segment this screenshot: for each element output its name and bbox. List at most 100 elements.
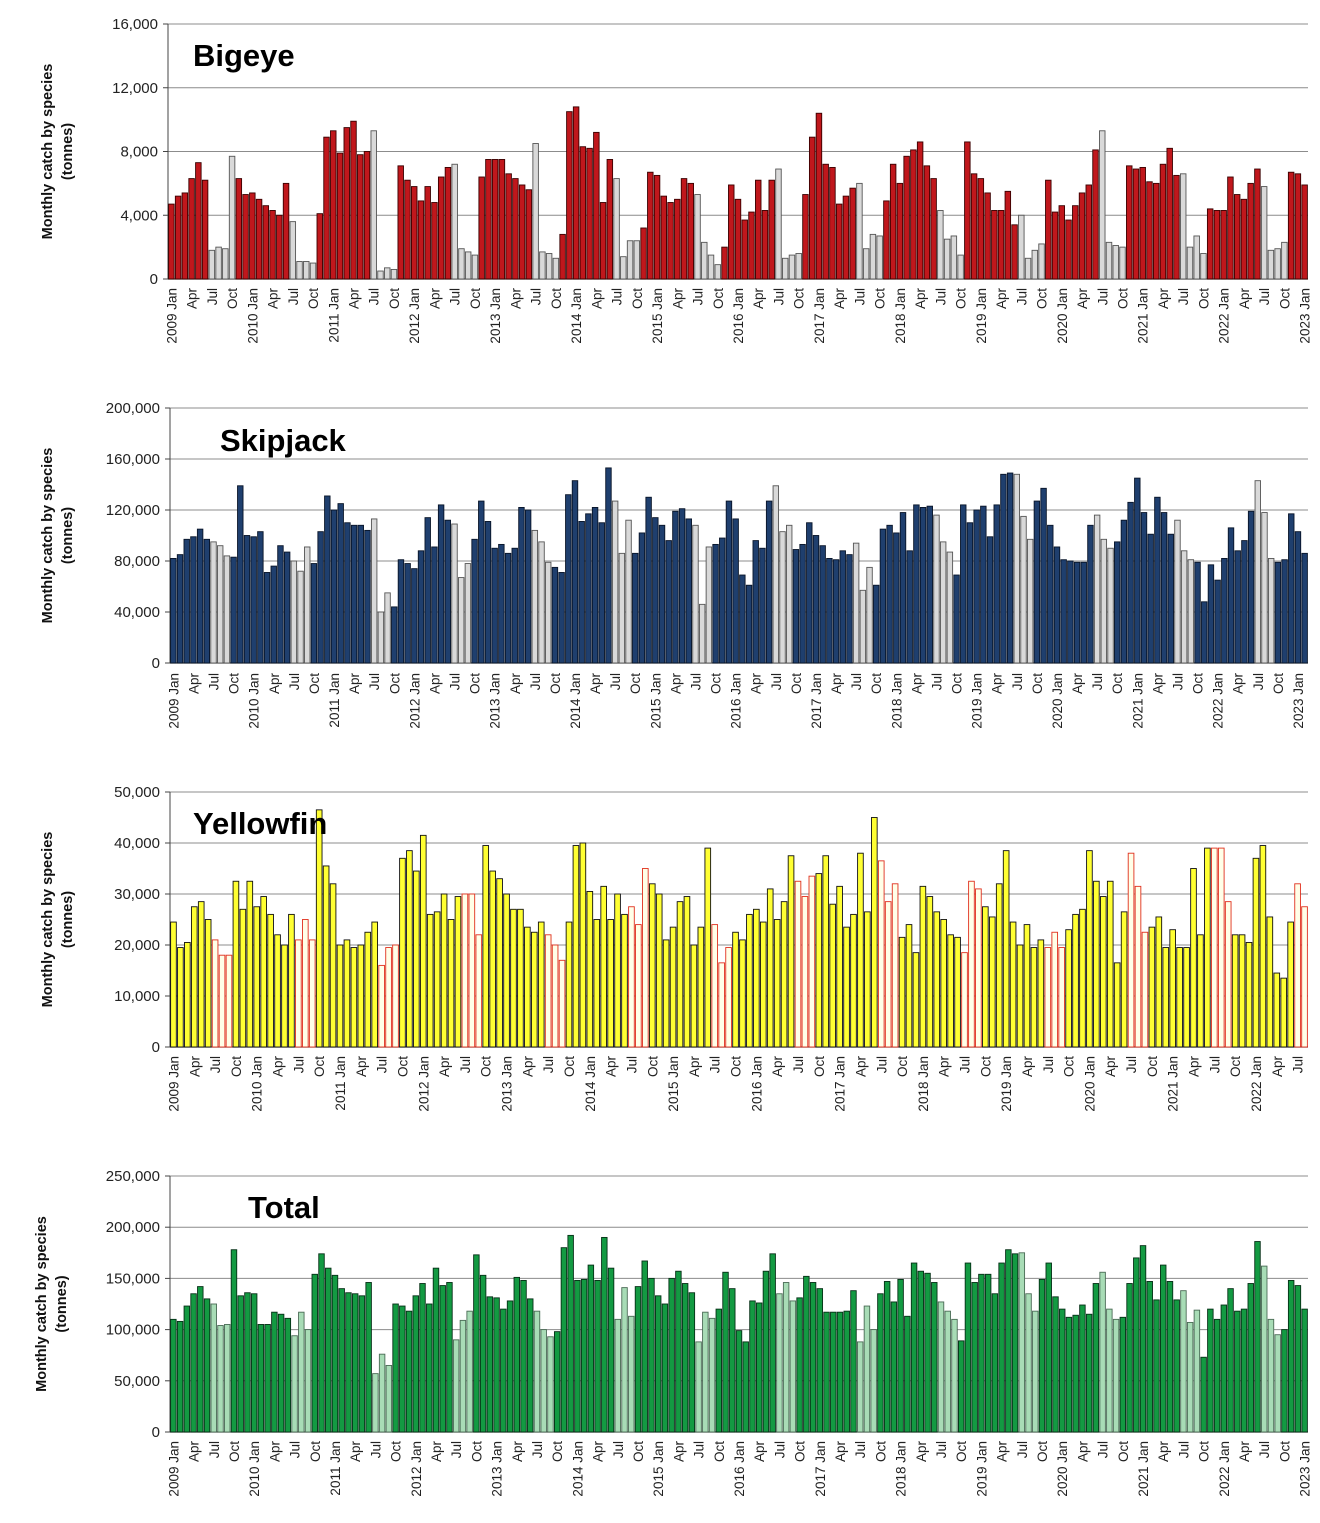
x-tick-label: Jul xyxy=(771,288,786,305)
x-tick-label: 2020 Jan xyxy=(1082,1056,1097,1112)
bar xyxy=(1106,1308,1113,1433)
x-tick-label: Jul xyxy=(1176,1441,1191,1458)
bar xyxy=(451,163,458,280)
bar xyxy=(190,1293,197,1433)
bar xyxy=(478,176,485,280)
y-axis-label-line2: (tonnes) xyxy=(60,123,76,180)
bar xyxy=(551,944,559,1048)
x-tick-label: 2017 Jan xyxy=(809,673,824,729)
bar xyxy=(769,1253,776,1433)
bar xyxy=(628,1315,635,1433)
bar xyxy=(553,1331,561,1433)
x-tick-label: 2015 Jan xyxy=(666,1056,681,1112)
bar xyxy=(997,210,1005,280)
x-tick-label: Jul xyxy=(448,673,463,690)
x-tick-label: Apr xyxy=(347,288,362,310)
x-tick-label: Oct xyxy=(812,1056,827,1077)
y-tick-label: 4,000 xyxy=(120,207,158,224)
bar xyxy=(218,954,226,1048)
bar xyxy=(337,503,344,664)
x-tick-label: Apr xyxy=(1231,673,1246,695)
bar xyxy=(392,1303,399,1433)
x-tick-label: 2014 Jan xyxy=(568,673,583,729)
bar xyxy=(809,1282,817,1433)
bar xyxy=(635,924,642,1048)
bar xyxy=(1280,977,1288,1048)
x-tick-label: 2009 Jan xyxy=(166,1056,181,1112)
bar xyxy=(835,203,843,280)
bar xyxy=(552,257,560,280)
bar xyxy=(877,1293,884,1433)
bar xyxy=(447,919,455,1048)
bar xyxy=(1139,166,1146,280)
bar xyxy=(1200,253,1207,280)
bar xyxy=(803,1275,810,1433)
x-tick-label: 2022 Jan xyxy=(1217,288,1232,344)
bar xyxy=(426,1303,433,1433)
bar xyxy=(1073,561,1081,664)
bar xyxy=(471,254,479,280)
bar xyxy=(1294,173,1302,280)
bar xyxy=(511,547,518,664)
bar xyxy=(761,210,769,280)
bar xyxy=(263,572,271,664)
bar xyxy=(863,1305,871,1433)
bar xyxy=(721,246,728,280)
bar xyxy=(1281,1329,1288,1433)
x-tick-label: Jul xyxy=(287,673,302,690)
bar xyxy=(742,1341,749,1433)
bar xyxy=(982,906,989,1048)
bar xyxy=(614,1318,622,1433)
bar xyxy=(662,939,670,1048)
bar xyxy=(857,1341,864,1433)
x-tick-label: Jul xyxy=(692,1441,707,1458)
bar xyxy=(1060,559,1067,664)
bar xyxy=(593,131,600,280)
bar xyxy=(405,1310,413,1433)
bar xyxy=(1024,257,1032,280)
bar xyxy=(859,589,867,664)
bar xyxy=(695,1341,702,1433)
bar xyxy=(1227,527,1235,664)
bar xyxy=(889,163,897,280)
bar xyxy=(392,944,399,1048)
x-tick-label: Oct xyxy=(978,1056,993,1077)
bar xyxy=(1031,249,1039,280)
x-tick-label: Jul xyxy=(1014,288,1029,305)
x-tick-label: Jul xyxy=(691,288,706,305)
bar xyxy=(391,606,398,664)
x-tick-label: 2016 Jan xyxy=(731,288,746,344)
bar xyxy=(343,127,350,280)
bar xyxy=(1240,198,1248,280)
x-tick-label: Apr xyxy=(187,1056,202,1078)
bar xyxy=(1166,1281,1174,1433)
bar xyxy=(357,154,364,280)
bar xyxy=(537,921,545,1048)
bar xyxy=(195,162,202,280)
bar xyxy=(801,896,809,1048)
x-tick-label: Apr xyxy=(1070,673,1085,695)
bar xyxy=(224,1324,231,1433)
x-tick-label: Oct xyxy=(479,1056,494,1077)
bar xyxy=(524,509,532,664)
bar xyxy=(196,528,204,664)
bar xyxy=(1169,929,1176,1048)
x-tick-label: Apr xyxy=(671,1441,686,1463)
bar xyxy=(1087,524,1094,664)
bar xyxy=(1180,550,1188,664)
bar xyxy=(446,1282,453,1433)
bar xyxy=(255,198,263,280)
x-tick-label: 2009 Jan xyxy=(166,673,181,729)
bar xyxy=(995,883,1003,1048)
x-tick-label: Apr xyxy=(427,673,442,695)
bar xyxy=(658,524,666,664)
x-tick-label: Oct xyxy=(229,1056,244,1077)
bar xyxy=(964,1262,972,1433)
y-tick-label: 0 xyxy=(152,1424,160,1441)
bar xyxy=(621,913,628,1048)
bar xyxy=(688,1292,696,1433)
x-tick-label: Apr xyxy=(185,288,200,310)
bar xyxy=(687,182,695,280)
bar xyxy=(559,233,566,280)
x-tick-label: Oct xyxy=(468,673,483,694)
